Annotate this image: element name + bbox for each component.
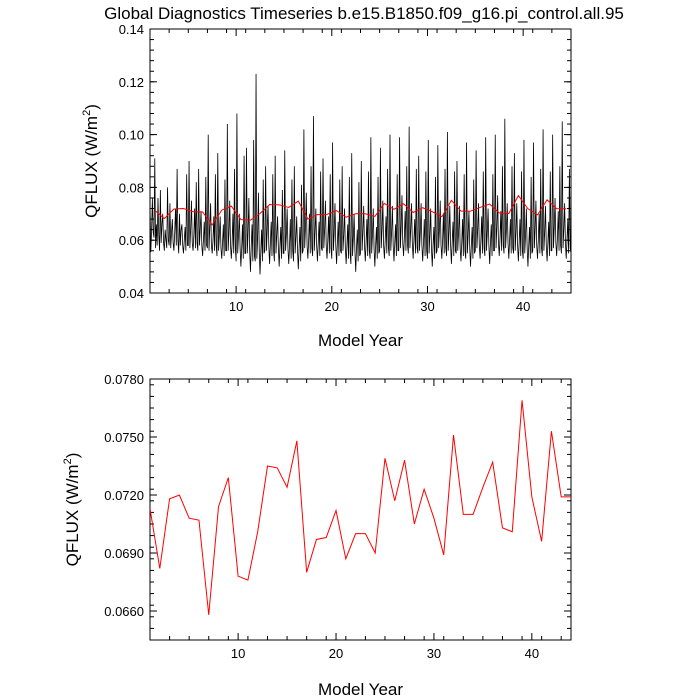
y-tick-label: 0.04 [119, 286, 144, 301]
x-tick-label: 30 [420, 299, 434, 314]
y-tick-label: 0.08 [119, 180, 144, 195]
x-axis-label: Model Year [318, 680, 403, 699]
y-tick-label: 0.14 [119, 22, 144, 37]
x-tick-label: 10 [231, 646, 245, 661]
x-tick-label: 40 [525, 646, 539, 661]
figure-title: Global Diagnostics Timeseries b.e15.B185… [104, 4, 624, 23]
series-line-1 [154, 194, 567, 226]
x-tick-label: 40 [516, 299, 530, 314]
y-tick-label: 0.0690 [104, 546, 144, 561]
x-tick-label: 20 [325, 299, 339, 314]
x-tick-label: 30 [427, 646, 441, 661]
y-tick-label: 0.12 [119, 75, 144, 90]
y-tick-label: 0.0660 [104, 604, 144, 619]
x-tick-label: 10 [229, 299, 243, 314]
y-tick-label: 0.10 [119, 128, 144, 143]
x-tick-label: 20 [329, 646, 343, 661]
plot-frame [149, 378, 572, 641]
series-line-0 [150, 400, 571, 615]
top-chart: 10 20 30 40 0.04 0.06 0.08 0.10 0.12 0.14 Model Ye… [81, 22, 572, 350]
y-axis-label: QFLUX (W/m2) [62, 453, 82, 567]
y-tick-label: 0.0780 [104, 372, 144, 387]
y-tick-label: 0.0750 [104, 430, 144, 445]
y-tick-label: 0.0720 [104, 488, 144, 503]
bottom-chart: 10 20 30 40 0.0660 0.0690 0.0720 0.0750 0.0780 Mo… [62, 372, 572, 699]
y-tick-label: 0.06 [119, 233, 144, 248]
y-axis-label: QFLUX (W/m2) [81, 104, 101, 218]
x-axis-label: Model Year [318, 331, 403, 350]
series-line-0 [150, 73, 571, 275]
